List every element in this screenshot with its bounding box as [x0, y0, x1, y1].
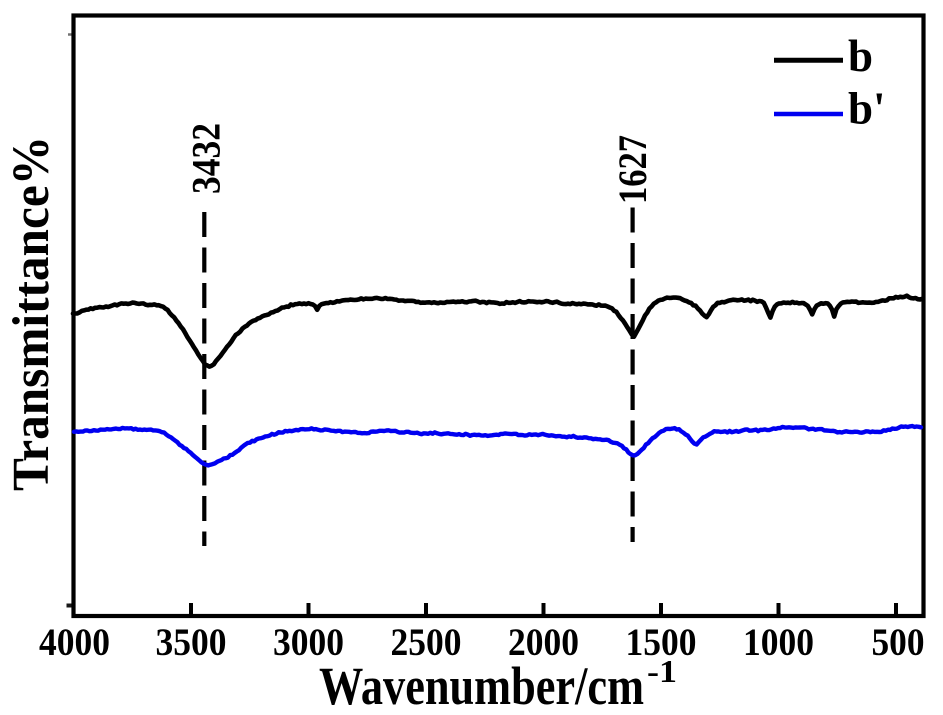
svg-text:-1: -1	[647, 653, 677, 689]
svg-text:b: b	[848, 31, 873, 81]
svg-text:3500: 3500	[156, 621, 227, 664]
svg-text:Transmittance%: Transmittance%	[3, 136, 60, 491]
svg-text:Wavenumber/cm: Wavenumber/cm	[319, 656, 644, 715]
svg-text:1500: 1500	[626, 621, 697, 664]
svg-text:1627: 1627	[610, 135, 655, 204]
svg-text:500: 500	[872, 621, 925, 664]
svg-text:b': b'	[848, 84, 886, 134]
svg-text:4000: 4000	[39, 621, 110, 664]
svg-text:3432: 3432	[184, 123, 229, 194]
svg-text:3000: 3000	[273, 621, 344, 664]
svg-text:2000: 2000	[508, 621, 579, 664]
svg-text:2500: 2500	[391, 621, 462, 664]
svg-text:1000: 1000	[743, 621, 814, 664]
